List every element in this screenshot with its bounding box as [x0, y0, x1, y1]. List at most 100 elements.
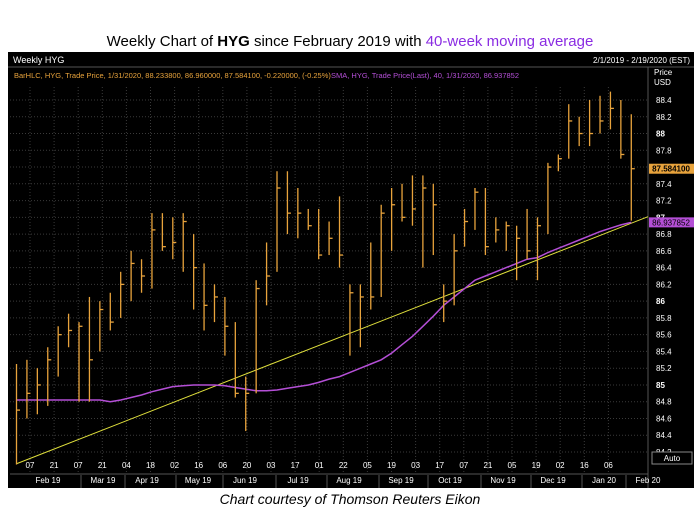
- x-day-label: 07: [459, 461, 468, 470]
- price-bar: [130, 250, 135, 302]
- y-tick-label: 87.2: [656, 197, 672, 206]
- chart-title: Weekly Chart of HYG since February 2019 …: [106, 33, 594, 50]
- x-day-label: 21: [50, 461, 59, 470]
- x-month-label: Jun 19: [233, 476, 258, 485]
- x-day-label: 07: [26, 461, 35, 470]
- x-month-label: Mar 19: [91, 476, 116, 485]
- price-bar: [620, 100, 625, 159]
- auto-button[interactable]: [651, 451, 693, 465]
- price-bar: [109, 292, 114, 331]
- price-bar: [349, 284, 354, 356]
- price-bar: [557, 154, 562, 172]
- x-day-label: 03: [267, 461, 276, 470]
- price-bar: [140, 259, 146, 293]
- price-bar: [307, 208, 312, 230]
- panel-name: Weekly HYG: [13, 55, 64, 65]
- price-bar: [568, 104, 573, 159]
- price-bar: [67, 313, 73, 348]
- x-day-label: 21: [98, 461, 107, 470]
- y-tick-label: 84.4: [656, 431, 672, 440]
- x-day-label: 07: [74, 461, 83, 470]
- legend-sma: SMA, HYG, Trade Price(Last), 40, 1/31/20…: [331, 71, 519, 80]
- x-month-label: May 19: [185, 476, 212, 485]
- price-bar: [609, 91, 614, 130]
- x-month-label: Aug 19: [336, 476, 362, 485]
- price-bar: [370, 242, 375, 310]
- x-day-label: 03: [411, 461, 420, 470]
- price-bar: [495, 217, 500, 243]
- x-day-label: 02: [556, 461, 565, 470]
- price-bar: [401, 183, 406, 222]
- price-bar: [88, 296, 93, 402]
- price-bar: [286, 171, 291, 235]
- y-tick-label: 86: [656, 297, 665, 306]
- caption: Chart courtesy of Thomson Reuters Eikon: [219, 491, 481, 507]
- price-bar: [276, 171, 281, 272]
- price-header: Price: [654, 68, 673, 77]
- price-bar: [172, 217, 177, 260]
- x-day-label: 16: [580, 461, 589, 470]
- x-day-label: 02: [170, 461, 179, 470]
- x-day-label: 17: [435, 461, 444, 470]
- date-range: 2/1/2019 - 2/19/2020 (EST): [593, 56, 690, 65]
- y-tick-label: 86.8: [656, 230, 672, 239]
- price-bar: [255, 280, 260, 394]
- y-tick-label: 85.8: [656, 314, 672, 323]
- x-month-label: Apr 19: [135, 476, 159, 485]
- price-bar: [120, 271, 125, 318]
- title-ticker: HYG: [217, 33, 250, 50]
- price-bar: [338, 196, 344, 268]
- x-day-label: 19: [532, 461, 541, 470]
- last-price-tag: [649, 163, 694, 174]
- y-tick-label: 86.4: [656, 264, 672, 273]
- trend-line: [16, 216, 649, 465]
- x-day-label: 06: [604, 461, 613, 470]
- y-tick-label: 88: [656, 130, 665, 139]
- price-bar: [192, 234, 198, 310]
- price-bar: [47, 347, 52, 406]
- price-bar: [26, 359, 31, 419]
- price-bar: [297, 188, 302, 239]
- price-bar: [318, 208, 323, 260]
- price-bar: [57, 326, 62, 377]
- x-month-label: Dec 19: [540, 476, 566, 485]
- x-month-label: Sep 19: [388, 476, 414, 485]
- last-sma-tag: [649, 217, 694, 228]
- y-tick-label: 86.2: [656, 280, 672, 289]
- price-bar: [588, 100, 594, 147]
- last-sma-value: 86.937852: [652, 218, 690, 227]
- x-day-label: 05: [363, 461, 372, 470]
- legend-bar: BarHLC, HYG, Trade Price, 1/31/2020, 88.…: [14, 71, 331, 80]
- x-day-label: 05: [508, 461, 517, 470]
- x-day-label: 17: [291, 461, 300, 470]
- price-bar: [224, 296, 229, 356]
- price-bar: [213, 284, 218, 323]
- y-tick-label: 87.8: [656, 146, 672, 155]
- price-bar: [422, 175, 427, 268]
- price-bar: [36, 368, 41, 415]
- price-bar: [484, 188, 489, 256]
- price-bar: [578, 116, 583, 147]
- x-day-label: 06: [218, 461, 227, 470]
- y-tick-label: 88.2: [656, 113, 672, 122]
- x-day-label: 20: [242, 461, 251, 470]
- chart-svg: Weekly HYG 2/1/2019 - 2/19/2020 (EST) Ba…: [8, 52, 694, 488]
- x-month-label: Jul 19: [287, 476, 309, 485]
- price-bar: [203, 263, 208, 331]
- x-day-label: 01: [315, 461, 324, 470]
- price-bar: [505, 221, 510, 251]
- x-month-label: Jan 20: [592, 476, 617, 485]
- price-bar: [547, 162, 552, 235]
- price-bar: [234, 322, 239, 398]
- price-bar: [411, 175, 416, 226]
- x-month-label: Feb 19: [36, 476, 61, 485]
- y-tick-label: 86.6: [656, 247, 672, 256]
- price-bar: [15, 364, 20, 465]
- price-bar: [380, 204, 385, 297]
- price-bar: [453, 234, 458, 306]
- price-bar: [151, 213, 156, 289]
- y-tick-label: 85: [656, 381, 665, 390]
- price-bar: [182, 213, 187, 272]
- price-bar: [390, 188, 396, 251]
- price-bar: [536, 217, 541, 281]
